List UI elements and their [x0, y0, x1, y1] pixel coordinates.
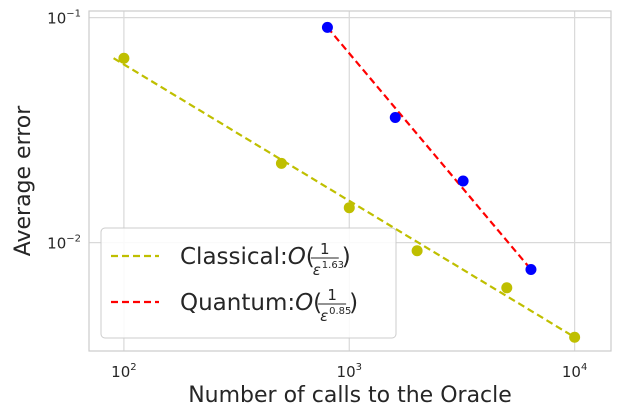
- quantum-point: [321, 21, 333, 33]
- x-tick-label: 104: [562, 362, 587, 381]
- y-tick-base: 10: [47, 10, 66, 28]
- quantum-point: [389, 111, 401, 123]
- quantum-legend-paren-close: ): [349, 290, 358, 316]
- quantum-legend-paren-open: (: [313, 290, 322, 316]
- series-lines: [113, 26, 576, 339]
- classical-legend-order: O: [288, 244, 306, 270]
- quantum-legend-label: Quantum:: [180, 290, 295, 316]
- y-tick-exponent: −1: [66, 9, 81, 20]
- classical-legend-denominator: ε: [313, 261, 321, 279]
- plot-frame: [88, 10, 612, 352]
- classical-point: [569, 331, 581, 343]
- x-tick-label: 103: [337, 362, 362, 381]
- x-tick-exponent: 2: [130, 362, 136, 373]
- legend-box: [100, 227, 397, 339]
- classical-point: [411, 245, 423, 257]
- quantum-point: [525, 263, 537, 275]
- classical-point: [275, 157, 287, 169]
- quantum-legend-exponent: 0.85: [329, 306, 351, 317]
- y-tick-label: 10−1: [47, 9, 81, 28]
- x-tick-base: 10: [111, 363, 130, 381]
- series-points: [118, 21, 581, 343]
- x-tick-base: 10: [337, 363, 356, 381]
- y-tick-label: 10−2: [47, 234, 81, 253]
- classical-legend-numerator: 1: [320, 240, 330, 258]
- quantum-legend-denominator: ε: [320, 307, 328, 325]
- y-tick-base: 10: [47, 235, 66, 253]
- legend: Classical: O(1ε 1.63)Quantum: O(1ε 0.85): [100, 227, 397, 339]
- quantum-legend-numerator: 1: [327, 286, 337, 304]
- y-tick-exponent: −2: [66, 234, 81, 245]
- quantum-point: [457, 175, 469, 187]
- quantum-legend-order: O: [295, 290, 313, 316]
- x-tick-exponent: 4: [581, 362, 587, 373]
- classical-legend-exponent: 1.63: [322, 260, 344, 271]
- classical-fit-line: [113, 57, 576, 339]
- x-tick-label: 102: [111, 362, 136, 381]
- classical-point: [343, 202, 355, 214]
- classical-legend-paren-open: (: [306, 244, 315, 270]
- y-axis-label: Average error: [11, 105, 36, 257]
- classical-point: [501, 282, 513, 294]
- classical-legend-label: Classical:: [180, 244, 288, 270]
- x-axis-label: Number of calls to the Oracle: [188, 383, 512, 408]
- classical-legend-paren-close: ): [342, 244, 351, 270]
- quantum-fit-line: [326, 26, 532, 271]
- x-tick-base: 10: [562, 363, 581, 381]
- classical-point: [118, 52, 130, 64]
- x-tick-exponent: 3: [356, 362, 362, 373]
